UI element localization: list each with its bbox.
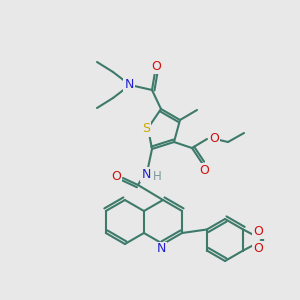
Text: N: N bbox=[141, 167, 151, 181]
Text: O: O bbox=[253, 242, 263, 255]
Text: O: O bbox=[111, 169, 121, 182]
Text: N: N bbox=[124, 79, 134, 92]
Text: O: O bbox=[209, 131, 219, 145]
Text: O: O bbox=[253, 225, 263, 238]
Text: O: O bbox=[199, 164, 209, 176]
Text: N: N bbox=[156, 242, 166, 256]
Text: S: S bbox=[142, 122, 150, 136]
Text: H: H bbox=[153, 169, 161, 182]
Text: O: O bbox=[151, 59, 161, 73]
